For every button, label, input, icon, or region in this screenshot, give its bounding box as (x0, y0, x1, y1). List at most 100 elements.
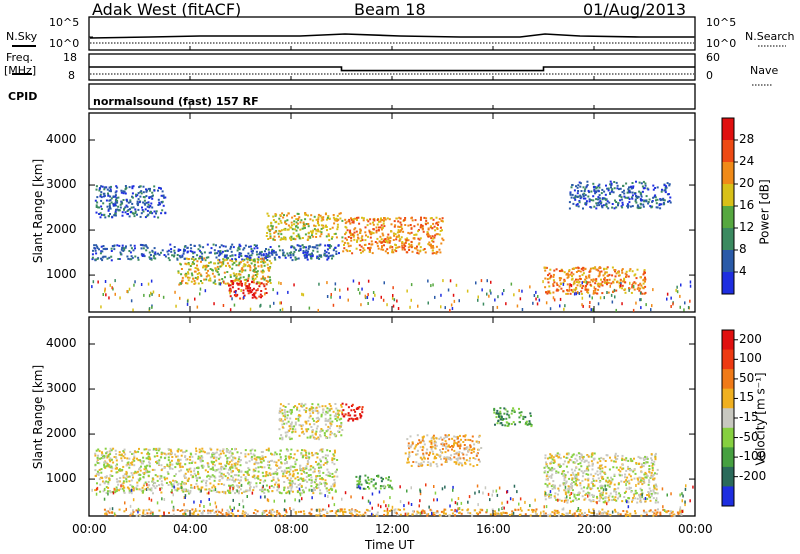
power-speckle (204, 289, 207, 293)
power-echo-cell (338, 252, 340, 255)
power-echo-cell (349, 244, 352, 247)
velocity-echo-cell (289, 409, 292, 411)
power-echo-cell (656, 186, 659, 189)
velocity-echo-cell (625, 487, 628, 490)
velocity-echo-cell (342, 409, 345, 412)
power-echo-cell (263, 264, 266, 267)
power-echo-cell (224, 276, 226, 279)
velocity-echo-cell (96, 460, 98, 463)
power-echo-cell (395, 236, 398, 238)
power-echo-cell (157, 216, 160, 219)
power-echo-cell (425, 217, 428, 220)
velocity-echo-cell (294, 460, 297, 463)
velocity-echo-cell (317, 436, 320, 439)
power-echo-cell (269, 282, 272, 284)
velocity-echo-cell (411, 442, 414, 445)
power-echo-cell (218, 251, 221, 254)
power-echo-cell (229, 266, 231, 269)
power-speckle (152, 290, 155, 294)
power-echo-cell (134, 208, 137, 211)
power-echo-cell (350, 218, 353, 221)
power-echo-cell (295, 221, 298, 224)
power-echo-cell (262, 253, 265, 256)
power-echo-cell (242, 259, 245, 262)
velocity-echo-cell (211, 474, 214, 477)
velocity-echo-cell (592, 475, 595, 478)
velocity-echo-cell (311, 430, 314, 433)
power-echo-cell (239, 245, 242, 248)
power-echo-cell (397, 220, 400, 223)
power-echo-cell (644, 182, 647, 185)
power-speckle (175, 304, 177, 308)
power-echo-cell (155, 210, 158, 213)
power-echo-cell (189, 265, 192, 267)
power-echo-cell (398, 239, 401, 242)
power-speckle (148, 307, 151, 311)
power-echo-cell (121, 247, 124, 250)
power-echo-cell (224, 245, 227, 248)
power-echo-cell (103, 194, 106, 197)
power-speckle (535, 290, 537, 294)
power-echo-cell (431, 252, 434, 255)
velocity-echo-cell (549, 462, 552, 465)
power-echo-cell (600, 282, 603, 285)
power-echo-cell (304, 233, 307, 236)
power-echo-cell (433, 252, 436, 254)
power-echo-cell (544, 269, 547, 272)
power-echo-cell (238, 253, 241, 256)
power-echo-cell (178, 283, 181, 286)
velocity-echo-cell (300, 452, 303, 455)
power-echo-cell (233, 274, 236, 277)
velocity-echo-cell (645, 461, 648, 464)
power-echo-cell (432, 240, 435, 243)
velocity-echo-cell (304, 479, 307, 482)
velocity-echo-cell (152, 478, 155, 481)
power-echo-cell (117, 258, 120, 260)
velocity-echo-cell (118, 453, 121, 456)
power-echo-cell (197, 276, 200, 279)
power-speckle (615, 308, 617, 312)
power-echo-cell (267, 238, 270, 240)
velocity-echo-cell (610, 476, 612, 479)
velocity-echo-cell (601, 467, 604, 470)
power-echo-cell (396, 231, 399, 234)
power-echo-cell (386, 241, 389, 244)
velocity-echo-cell (253, 474, 256, 477)
power-echo-cell (582, 186, 585, 189)
power-echo-cell (299, 249, 302, 252)
power-echo-cell (326, 258, 329, 261)
power-echo-cell (428, 244, 431, 247)
power-speckle (640, 306, 642, 310)
velocity-echo-cell (326, 407, 329, 410)
power-echo-cell (263, 285, 266, 288)
power-echo-cell (278, 217, 281, 220)
velocity-echo-cell (323, 432, 326, 435)
velocity-echo-cell (356, 417, 359, 420)
velocity-echo-cell (169, 466, 172, 469)
velocity-echo-cell (358, 478, 361, 480)
velocity-echo-cell (356, 483, 359, 486)
power-echo-cell (568, 269, 571, 271)
power-echo-cell (549, 276, 552, 279)
power-echo-cell (631, 182, 634, 184)
velocity-echo-cell (364, 479, 367, 482)
power-echo-cell (352, 218, 355, 221)
power-echo-cell (297, 213, 300, 215)
velocity-echo-cell (209, 456, 212, 459)
velocity-echo-cell (564, 482, 567, 485)
power-echo-cell (403, 248, 406, 251)
power-speckle (427, 301, 429, 305)
power-echo-cell (663, 189, 666, 192)
velocity-echo-cell (157, 447, 160, 450)
velocity-echo-cell (547, 466, 550, 469)
velocity-echo-cell (320, 413, 323, 416)
power-speckle (374, 293, 376, 297)
power-echo-cell (114, 214, 117, 217)
velocity-echo-cell (107, 486, 110, 489)
power-echo-cell (438, 248, 441, 251)
power-echo-cell (136, 204, 139, 207)
velocity-echo-cell (621, 459, 624, 461)
velocity-echo-cell (474, 457, 477, 460)
velocity-echo-cell (599, 470, 602, 473)
power-echo-cell (391, 251, 394, 254)
